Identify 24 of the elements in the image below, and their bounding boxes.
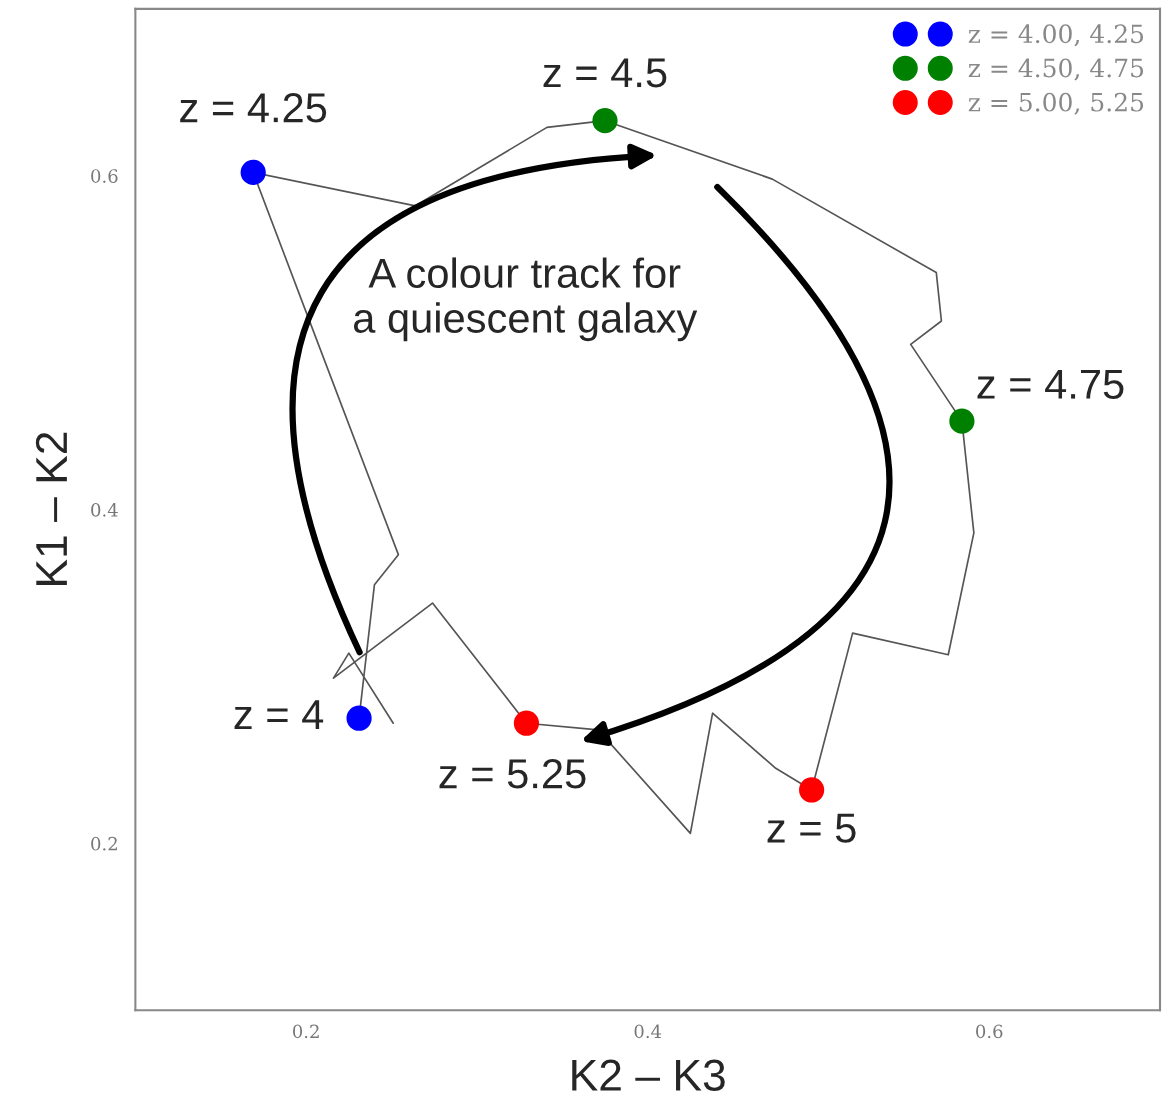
point — [513, 710, 540, 736]
y-tick-label: 0.2 — [91, 836, 117, 851]
x-tick-label: 0.2 — [292, 1024, 319, 1039]
annotation: z = 4 — [234, 700, 324, 729]
legend-label: z = 4.50, 4.75 — [968, 58, 1144, 81]
annotation: z = 5.25 — [439, 759, 586, 789]
y-tick-label: 0.4 — [91, 503, 118, 517]
annotation: z = 5 — [767, 813, 856, 843]
legend-label: z = 5.00, 5.25 — [968, 92, 1144, 115]
x-tick-label: 0.6 — [976, 1024, 1003, 1039]
annotation: A colour track for a quiescent galaxy — [353, 257, 698, 342]
point — [240, 159, 266, 186]
point — [799, 777, 825, 803]
annotation: z = 4.75 — [977, 369, 1124, 399]
point — [346, 705, 372, 731]
y-tick-label: 0.6 — [91, 169, 118, 183]
annotation: z = 4.5 — [543, 58, 667, 88]
y-axis-title: K1 – K2 — [35, 432, 67, 586]
point — [592, 108, 618, 134]
point — [949, 408, 975, 434]
annotation: z = 4.25 — [180, 93, 327, 123]
legend-label: z = 4.00, 4.25 — [968, 24, 1144, 47]
x-axis-title: K2 – K3 — [572, 1059, 725, 1091]
x-tick-label: 0.4 — [634, 1024, 662, 1039]
